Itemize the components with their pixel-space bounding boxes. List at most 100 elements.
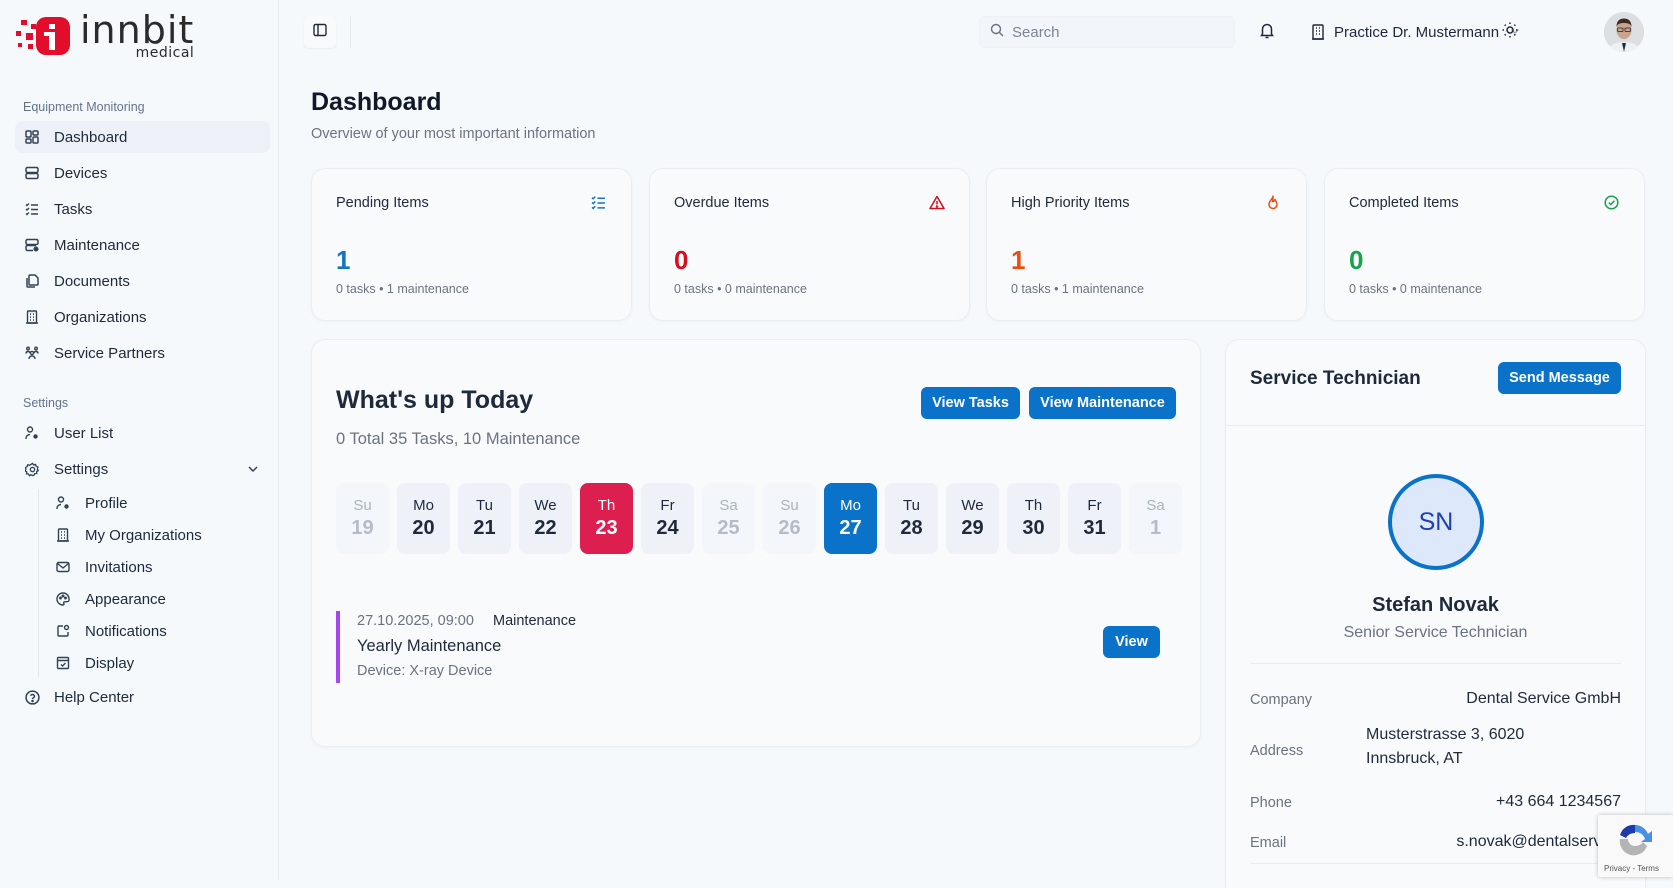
stat-label: Completed Items — [1349, 195, 1459, 211]
sidebar-item-notifications[interactable]: Notifications — [49, 617, 270, 645]
day-date: 21 — [473, 516, 496, 539]
search-box[interactable] — [979, 16, 1235, 48]
search-input[interactable] — [1012, 23, 1212, 41]
recaptcha-links[interactable]: Privacy - Terms — [1604, 864, 1659, 873]
recaptcha-badge[interactable]: Privacy - Terms — [1598, 815, 1673, 877]
stat-label: High Priority Items — [1011, 195, 1130, 211]
sidebar-item-invitations[interactable]: Invitations — [49, 553, 270, 581]
day-cell[interactable]: Fr 31 — [1068, 483, 1121, 554]
stat-meta: 0 tasks • 0 maintenance — [1349, 282, 1482, 296]
brand-logo[interactable]: innbit medical — [14, 11, 194, 60]
day-cell[interactable]: Mo 20 — [397, 483, 450, 554]
sidebar-item-appearance[interactable]: Appearance — [49, 585, 270, 613]
day-cell[interactable]: Tu 28 — [885, 483, 938, 554]
check-circle-icon — [1604, 195, 1620, 211]
mail-icon — [55, 559, 71, 575]
sidebar: innbit medical Equipment Monitoring Dash… — [0, 0, 279, 880]
address-value: Musterstrasse 3, 6020 Innsbruck, AT — [1366, 723, 1524, 771]
sidebar-item-label: User List — [54, 424, 114, 442]
day-cell[interactable]: Tu 21 — [458, 483, 511, 554]
stat-card-completed[interactable]: Completed Items 0 0 tasks • 0 maintenanc… — [1324, 168, 1645, 321]
sidebar-item-documents[interactable]: Documents — [15, 265, 270, 297]
stat-meta: 0 tasks • 0 maintenance — [674, 282, 807, 296]
sidebar-item-label: Dashboard — [54, 128, 128, 146]
panel-left-icon — [313, 23, 327, 42]
chevron-down-icon[interactable] — [246, 462, 260, 476]
view-tasks-button[interactable]: View Tasks — [921, 387, 1020, 419]
stat-value: 1 — [336, 245, 351, 275]
day-strip: Su 19 Mo 20 Tu 21 We 22 Th 23 Fr 24 Sa 25 Su 26 … — [336, 483, 1182, 554]
day-cell[interactable]: Su 26 — [763, 483, 816, 554]
stat-label: Pending Items — [336, 195, 429, 211]
theme-toggle-button[interactable] — [1501, 21, 1521, 41]
view-maintenance-button[interactable]: View Maintenance — [1029, 387, 1176, 419]
day-name: Fr — [660, 496, 675, 514]
send-message-button[interactable]: Send Message — [1498, 362, 1621, 394]
event-datetime: 27.10.2025, 09:00 — [357, 613, 474, 629]
users-icon — [24, 345, 40, 361]
sidebar-item-profile[interactable]: Profile — [49, 489, 270, 517]
day-cell[interactable]: Su 19 — [336, 483, 389, 554]
day-cell[interactable]: Sa 1 — [1129, 483, 1182, 554]
day-cell[interactable]: Th 30 — [1007, 483, 1060, 554]
today-summary: 0 Total 35 Tasks, 10 Maintenance — [336, 430, 581, 448]
user-avatar[interactable] — [1604, 12, 1644, 52]
organization-name: Practice Dr. Mustermann — [1334, 23, 1500, 41]
sidebar-item-dashboard[interactable]: Dashboard — [15, 121, 270, 153]
sidebar-item-label: Service Partners — [54, 344, 165, 362]
palette-icon — [55, 591, 71, 607]
view-event-button[interactable]: View — [1103, 626, 1160, 658]
organization-switcher[interactable]: Practice Dr. Mustermann — [1311, 18, 1521, 46]
day-name: Su — [353, 496, 372, 514]
day-name: Fr — [1087, 496, 1102, 514]
day-name: Th — [597, 496, 616, 514]
day-name: Sa — [719, 496, 738, 514]
day-cell-selected[interactable]: Mo 27 — [824, 483, 877, 554]
innbit-logo-icon — [14, 14, 74, 58]
sidebar-item-devices[interactable]: Devices — [15, 157, 270, 189]
day-cell-today[interactable]: Th 23 — [580, 483, 633, 554]
notifications-bell-button[interactable] — [1258, 21, 1278, 41]
sidebar-item-service-partners[interactable]: Service Partners — [15, 337, 270, 369]
day-cell[interactable]: We 22 — [519, 483, 572, 554]
technician-heading: Service Technician — [1250, 368, 1421, 389]
day-name: We — [534, 496, 557, 514]
toggle-sidebar-button[interactable] — [304, 16, 336, 48]
sidebar-item-help-center[interactable]: Help Center — [15, 681, 270, 713]
day-cell[interactable]: We 29 — [946, 483, 999, 554]
sidebar-item-settings[interactable]: Settings — [15, 453, 270, 485]
sidebar-item-display[interactable]: Display — [49, 649, 270, 677]
sidebar-item-organizations[interactable]: Organizations — [15, 301, 270, 333]
phone-value[interactable]: +43 664 1234567 — [1495, 793, 1621, 810]
stat-card-pending[interactable]: Pending Items 1 0 tasks • 1 maintenance — [311, 168, 632, 321]
sidebar-item-maintenance[interactable]: Maintenance — [15, 229, 270, 261]
alert-triangle-icon — [929, 195, 945, 211]
email-value[interactable]: s.novak@dentalservice — [1456, 833, 1622, 850]
list-checks-icon — [591, 195, 607, 211]
sidebar-item-label: Organizations — [54, 308, 147, 326]
day-date: 27 — [839, 516, 862, 539]
day-cell[interactable]: Fr 24 — [641, 483, 694, 554]
day-date: 25 — [717, 516, 740, 539]
company-label: Company — [1250, 692, 1313, 708]
sidebar-item-label: Devices — [54, 164, 108, 182]
stat-card-high-priority[interactable]: High Priority Items 1 0 tasks • 1 mainte… — [986, 168, 1307, 321]
list-checks-icon — [24, 201, 40, 217]
sidebar-item-label: My Organizations — [85, 526, 202, 544]
sidebar-item-tasks[interactable]: Tasks — [15, 193, 270, 225]
event-title: Yearly Maintenance — [357, 637, 502, 655]
day-date: 26 — [778, 516, 801, 539]
day-cell[interactable]: Sa 25 — [702, 483, 755, 554]
phone-label: Phone — [1250, 795, 1292, 811]
stat-value: 0 — [674, 245, 689, 275]
technician-role: Senior Service Technician — [1343, 624, 1528, 641]
server-icon — [24, 165, 40, 181]
search-icon — [990, 23, 1004, 42]
building-icon — [1311, 24, 1325, 40]
sidebar-item-my-organizations[interactable]: My Organizations — [49, 521, 270, 549]
sidebar-item-user-list[interactable]: User List — [15, 417, 270, 449]
stat-card-overdue[interactable]: Overdue Items 0 0 tasks • 0 maintenance — [649, 168, 970, 321]
day-date: 20 — [412, 516, 435, 539]
dashboard-grid-icon — [24, 129, 40, 145]
nav-section-equipment: Equipment Monitoring Dashboard Devices T… — [15, 97, 270, 369]
